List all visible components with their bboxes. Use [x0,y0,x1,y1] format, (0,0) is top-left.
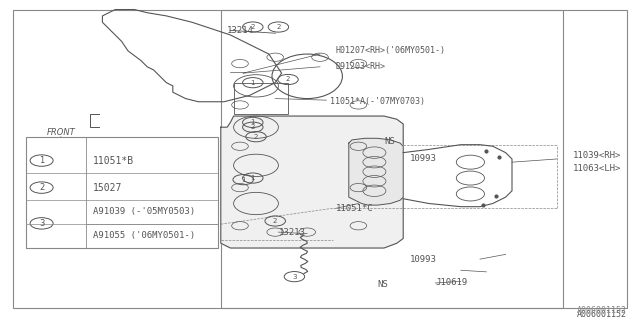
Text: 1: 1 [250,119,255,125]
Text: 11039<RH>: 11039<RH> [573,151,621,160]
Text: A006001152: A006001152 [577,306,627,315]
Text: 11051*C: 11051*C [336,204,374,213]
Text: 2: 2 [286,76,290,83]
Text: 11051*A(-'07MY0703): 11051*A(-'07MY0703) [330,97,424,106]
Text: 11063<LH>: 11063<LH> [573,164,621,173]
Text: J10619: J10619 [435,278,467,287]
Text: 13214: 13214 [227,26,254,35]
Text: 11051*B: 11051*B [93,156,134,165]
Polygon shape [349,138,403,205]
Text: NS: NS [378,280,388,289]
Text: 1: 1 [250,80,255,86]
Text: 2: 2 [251,24,255,30]
Text: 2: 2 [254,134,258,140]
Text: 10993: 10993 [410,155,436,164]
Text: A91055 ('06MY0501-): A91055 ('06MY0501-) [93,231,195,240]
Text: 1: 1 [250,175,255,181]
Bar [234,83,288,115]
Bar [26,137,218,248]
Text: A91039 (-'05MY0503): A91039 (-'05MY0503) [93,207,195,216]
Bar [221,10,563,308]
Text: H01207<RH>('06MY0501-): H01207<RH>('06MY0501-) [336,46,446,55]
Text: 10993: 10993 [410,255,436,264]
Text: NS: NS [384,137,395,146]
Text: 2: 2 [251,124,255,130]
Text: 2: 2 [276,24,280,30]
Polygon shape [221,116,403,248]
Text: A006001152: A006001152 [577,310,627,319]
Text: 3: 3 [292,274,297,280]
Text: FRONT: FRONT [47,128,75,137]
Text: 2: 2 [39,183,44,192]
Text: 2: 2 [273,218,277,224]
Text: D91203<RH>: D91203<RH> [336,62,386,71]
Text: 13213: 13213 [278,228,305,236]
Text: 1: 1 [241,177,246,183]
Text: 3: 3 [39,219,44,228]
Text: 15027: 15027 [93,183,122,193]
Text: 1: 1 [39,156,44,165]
